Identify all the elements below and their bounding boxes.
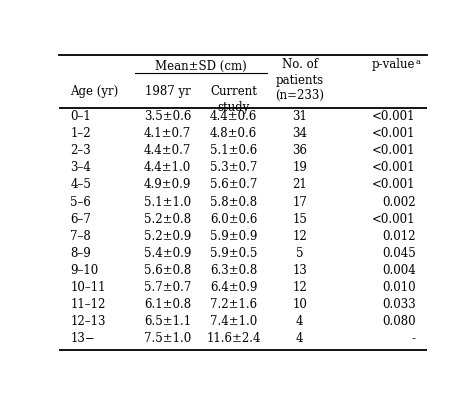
Text: 6.0±0.6: 6.0±0.6	[210, 213, 257, 226]
Text: 12: 12	[292, 281, 307, 294]
Text: 4.4±1.0: 4.4±1.0	[144, 162, 191, 175]
Text: 5–6: 5–6	[70, 196, 91, 209]
Text: 9–10: 9–10	[70, 264, 99, 277]
Text: 0.033: 0.033	[382, 298, 416, 311]
Text: 7.5±1.0: 7.5±1.0	[144, 332, 191, 345]
Text: 4.4±0.6: 4.4±0.6	[210, 110, 257, 123]
Text: 5.2±0.9: 5.2±0.9	[144, 229, 191, 243]
Text: Mean±SD (cm): Mean±SD (cm)	[155, 60, 246, 73]
Text: <0.001: <0.001	[372, 213, 416, 226]
Text: a: a	[416, 58, 420, 66]
Text: 5.6±0.7: 5.6±0.7	[210, 179, 257, 192]
Text: <0.001: <0.001	[372, 127, 416, 140]
Text: <0.001: <0.001	[372, 110, 416, 123]
Text: 13: 13	[292, 264, 307, 277]
Text: No. of
patients
(n=233): No. of patients (n=233)	[275, 58, 324, 102]
Text: 0.004: 0.004	[382, 264, 416, 277]
Text: 0–1: 0–1	[70, 110, 91, 123]
Text: Current
study: Current study	[210, 85, 257, 114]
Text: 7.4±1.0: 7.4±1.0	[210, 315, 257, 328]
Text: 17: 17	[292, 196, 307, 209]
Text: 7–8: 7–8	[70, 229, 91, 243]
Text: 13−: 13−	[70, 332, 95, 345]
Text: 1987 yr: 1987 yr	[145, 85, 191, 98]
Text: 6.3±0.8: 6.3±0.8	[210, 264, 257, 277]
Text: 4: 4	[296, 315, 304, 328]
Text: 0.002: 0.002	[382, 196, 416, 209]
Text: 6.4±0.9: 6.4±0.9	[210, 281, 257, 294]
Text: 15: 15	[292, 213, 307, 226]
Text: p-value: p-value	[372, 58, 416, 71]
Text: 3–4: 3–4	[70, 162, 91, 175]
Text: 2–3: 2–3	[70, 144, 91, 157]
Text: 0.080: 0.080	[382, 315, 416, 328]
Text: 11.6±2.4: 11.6±2.4	[207, 332, 261, 345]
Text: -: -	[411, 332, 416, 345]
Text: 11–12: 11–12	[70, 298, 106, 311]
Text: 5.1±0.6: 5.1±0.6	[210, 144, 257, 157]
Text: 5: 5	[296, 247, 304, 260]
Text: 36: 36	[292, 144, 307, 157]
Text: 8–9: 8–9	[70, 247, 91, 260]
Text: 5.6±0.8: 5.6±0.8	[144, 264, 191, 277]
Text: 1–2: 1–2	[70, 127, 91, 140]
Text: 0.012: 0.012	[382, 229, 416, 243]
Text: 6–7: 6–7	[70, 213, 91, 226]
Text: 4.4±0.7: 4.4±0.7	[144, 144, 191, 157]
Text: <0.001: <0.001	[372, 144, 416, 157]
Text: <0.001: <0.001	[372, 162, 416, 175]
Text: 4.9±0.9: 4.9±0.9	[144, 179, 191, 192]
Text: 6.5±1.1: 6.5±1.1	[144, 315, 191, 328]
Text: 19: 19	[292, 162, 307, 175]
Text: 4–5: 4–5	[70, 179, 91, 192]
Text: Age (yr): Age (yr)	[70, 85, 118, 98]
Text: 31: 31	[292, 110, 307, 123]
Text: 7.2±1.6: 7.2±1.6	[210, 298, 257, 311]
Text: 12: 12	[292, 229, 307, 243]
Text: 5.1±1.0: 5.1±1.0	[144, 196, 191, 209]
Text: 34: 34	[292, 127, 307, 140]
Text: 21: 21	[292, 179, 307, 192]
Text: 10–11: 10–11	[70, 281, 106, 294]
Text: <0.001: <0.001	[372, 179, 416, 192]
Text: 6.1±0.8: 6.1±0.8	[144, 298, 191, 311]
Text: 5.7±0.7: 5.7±0.7	[144, 281, 191, 294]
Text: 0.010: 0.010	[382, 281, 416, 294]
Text: 12–13: 12–13	[70, 315, 106, 328]
Text: 4.8±0.6: 4.8±0.6	[210, 127, 257, 140]
Text: 5.2±0.8: 5.2±0.8	[144, 213, 191, 226]
Text: 5.4±0.9: 5.4±0.9	[144, 247, 191, 260]
Text: 5.9±0.5: 5.9±0.5	[210, 247, 257, 260]
Text: 3.5±0.6: 3.5±0.6	[144, 110, 191, 123]
Text: 0.045: 0.045	[382, 247, 416, 260]
Text: 5.3±0.7: 5.3±0.7	[210, 162, 257, 175]
Text: 5.9±0.9: 5.9±0.9	[210, 229, 257, 243]
Text: 10: 10	[292, 298, 307, 311]
Text: 5.8±0.8: 5.8±0.8	[210, 196, 257, 209]
Text: 4: 4	[296, 332, 304, 345]
Text: 4.1±0.7: 4.1±0.7	[144, 127, 191, 140]
